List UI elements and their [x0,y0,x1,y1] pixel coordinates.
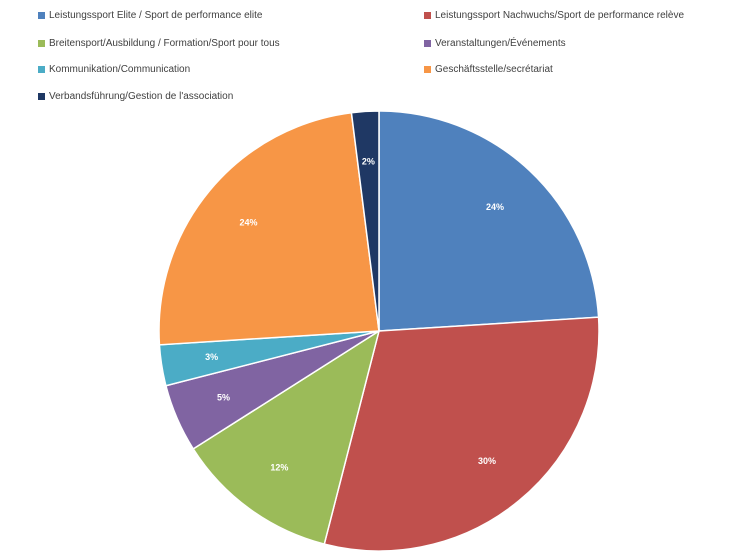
legend-label: Leistungssport Elite / Sport de performa… [49,10,263,21]
pie-slice-0 [378,110,600,332]
pie-slice-label-4: 3% [205,352,218,362]
legend-item-breitensport: Breitensport/Ausbildung / Formation/Spor… [38,38,280,49]
legend-label: Geschäftsstelle/secrétariat [435,64,553,75]
legend-item-kommunikation: Kommunikation/Communication [38,64,190,75]
legend-swatch [38,12,45,19]
legend-swatch [424,12,431,19]
pie-slice-2 [192,329,381,546]
legend-item-veranstaltungen: Veranstaltungen/Événements [424,38,566,49]
pie-slice-label-5: 24% [239,217,257,227]
legend-swatch [424,66,431,73]
pie-slice-5 [158,111,380,346]
legend-label: Veranstaltungen/Événements [435,38,566,49]
legend-label: Breitensport/Ausbildung / Formation/Spor… [49,38,280,49]
pie-slice-label-3: 5% [217,393,230,403]
legend-swatch [38,66,45,73]
legend-swatch [38,40,45,47]
legend-label: Verbandsführung/Gestion de l'association [49,91,234,102]
pie-slice-6 [350,110,380,332]
legend-item-elite: Leistungssport Elite / Sport de performa… [38,10,262,21]
legend-item-verbandsfuehrung: Verbandsführung/Gestion de l'association [38,91,233,102]
legend-label: Kommunikation/Communication [49,64,191,75]
chart-legend: Leistungssport Elite / Sport de performa… [0,0,735,110]
pie-slice-label-1: 30% [478,456,496,466]
pie-slice-label-2: 12% [270,462,288,472]
legend-item-geschaeftsstelle: Geschäftsstelle/secrétariat [424,64,553,75]
legend-swatch [38,93,45,100]
legend-swatch [424,40,431,47]
legend-item-nachwuchs: Leistungssport Nachwuchs/Sport de perfor… [424,10,684,21]
pie-slice-label-6: 2% [362,156,375,166]
pie-slice-label-0: 24% [486,202,504,212]
legend-label: Leistungssport Nachwuchs/Sport de perfor… [435,10,685,21]
